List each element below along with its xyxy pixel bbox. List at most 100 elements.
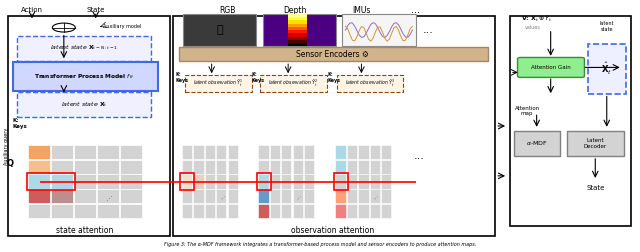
Bar bbox=[370, 174, 380, 189]
Bar bbox=[205, 189, 215, 204]
Bar bbox=[347, 160, 357, 174]
Bar bbox=[193, 174, 204, 189]
Bar bbox=[288, 24, 307, 27]
Bar bbox=[28, 145, 50, 159]
Bar bbox=[182, 145, 192, 159]
Bar bbox=[370, 189, 380, 204]
Bar bbox=[292, 174, 303, 189]
Bar bbox=[281, 174, 291, 189]
Text: Sensor Encoders ⚙: Sensor Encoders ⚙ bbox=[296, 50, 369, 59]
Bar bbox=[97, 204, 119, 218]
Bar bbox=[347, 189, 357, 204]
Bar bbox=[588, 44, 626, 93]
Bar bbox=[370, 145, 380, 159]
Bar bbox=[120, 189, 141, 204]
Text: latent state $\mathbf{X}_{t}$: latent state $\mathbf{X}_{t}$ bbox=[61, 100, 108, 109]
Bar bbox=[193, 204, 204, 218]
Bar bbox=[269, 145, 280, 159]
Bar bbox=[515, 131, 560, 156]
Bar bbox=[288, 43, 307, 46]
Text: latent
state: latent state bbox=[600, 21, 614, 32]
Bar bbox=[358, 160, 369, 174]
Text: IMUs: IMUs bbox=[352, 6, 371, 15]
Text: ...: ... bbox=[294, 192, 303, 201]
Bar bbox=[381, 145, 392, 159]
Bar bbox=[51, 145, 73, 159]
Bar bbox=[182, 160, 192, 174]
Bar bbox=[51, 160, 73, 174]
Text: State: State bbox=[86, 7, 105, 13]
Bar bbox=[358, 189, 369, 204]
Bar bbox=[179, 47, 488, 61]
Bar bbox=[269, 174, 280, 189]
Bar bbox=[381, 189, 392, 204]
Bar bbox=[120, 160, 141, 174]
Text: 🤖: 🤖 bbox=[217, 25, 223, 35]
Bar bbox=[288, 20, 307, 24]
Bar bbox=[342, 14, 415, 46]
Bar bbox=[292, 189, 303, 204]
Text: Attention
map: Attention map bbox=[515, 106, 540, 116]
Text: Transformer Process Model $f_{\theta}$: Transformer Process Model $f_{\theta}$ bbox=[35, 72, 134, 81]
Text: Figure 3: The α-MDF framework integrates a transformer-based process model and s: Figure 3: The α-MDF framework integrates… bbox=[164, 242, 476, 247]
Bar bbox=[205, 160, 215, 174]
Bar bbox=[228, 174, 238, 189]
Bar bbox=[281, 204, 291, 218]
Bar bbox=[173, 16, 495, 236]
Bar bbox=[304, 204, 314, 218]
Bar bbox=[288, 40, 307, 43]
Bar bbox=[28, 204, 50, 218]
Bar bbox=[74, 174, 96, 189]
Bar bbox=[281, 145, 291, 159]
Bar bbox=[335, 189, 346, 204]
Text: ...: ... bbox=[102, 190, 115, 203]
Bar bbox=[193, 145, 204, 159]
Bar bbox=[74, 189, 96, 204]
Bar bbox=[337, 75, 403, 92]
FancyBboxPatch shape bbox=[518, 57, 584, 77]
Bar bbox=[510, 16, 631, 226]
Bar bbox=[74, 160, 96, 174]
Bar bbox=[288, 27, 307, 30]
Text: RGB: RGB bbox=[220, 6, 236, 15]
Bar bbox=[370, 204, 380, 218]
Text: K:
Keys: K: Keys bbox=[176, 72, 189, 83]
Bar bbox=[180, 173, 195, 190]
Bar bbox=[335, 174, 346, 189]
Text: values: values bbox=[525, 25, 541, 30]
Bar bbox=[304, 174, 314, 189]
Bar bbox=[28, 160, 50, 174]
Text: latent observation $\hat{Y}_t^3$: latent observation $\hat{Y}_t^3$ bbox=[345, 78, 396, 89]
Bar bbox=[216, 160, 227, 174]
Bar bbox=[292, 204, 303, 218]
Text: latent state $\mathbf{X}_{t-N:t-1}$: latent state $\mathbf{X}_{t-N:t-1}$ bbox=[51, 43, 118, 52]
Text: latent observation $\hat{Y}_t^1$: latent observation $\hat{Y}_t^1$ bbox=[193, 78, 244, 89]
Bar bbox=[182, 189, 192, 204]
Text: K:
Keys: K: Keys bbox=[328, 72, 340, 83]
Bar bbox=[381, 204, 392, 218]
Bar bbox=[74, 204, 96, 218]
Text: K:
Keys: K: Keys bbox=[13, 118, 28, 129]
Text: Depth: Depth bbox=[283, 6, 306, 15]
Bar bbox=[258, 204, 269, 218]
Bar bbox=[28, 174, 50, 189]
Text: Auxiliary query: Auxiliary query bbox=[4, 127, 9, 165]
Bar bbox=[28, 189, 50, 204]
Bar bbox=[17, 92, 151, 117]
Bar bbox=[334, 173, 348, 190]
Bar bbox=[269, 160, 280, 174]
Bar bbox=[120, 145, 141, 159]
Bar bbox=[566, 131, 624, 156]
Text: $\alpha$-MDF: $\alpha$-MDF bbox=[526, 139, 548, 147]
Text: Action: Action bbox=[21, 7, 43, 13]
Bar bbox=[182, 174, 192, 189]
Bar bbox=[257, 173, 271, 190]
Bar bbox=[193, 189, 204, 204]
Bar bbox=[288, 37, 307, 40]
Bar bbox=[370, 160, 380, 174]
Text: ...: ... bbox=[413, 151, 424, 161]
Bar bbox=[335, 204, 346, 218]
Bar bbox=[205, 174, 215, 189]
Bar bbox=[281, 160, 291, 174]
Bar bbox=[97, 145, 119, 159]
